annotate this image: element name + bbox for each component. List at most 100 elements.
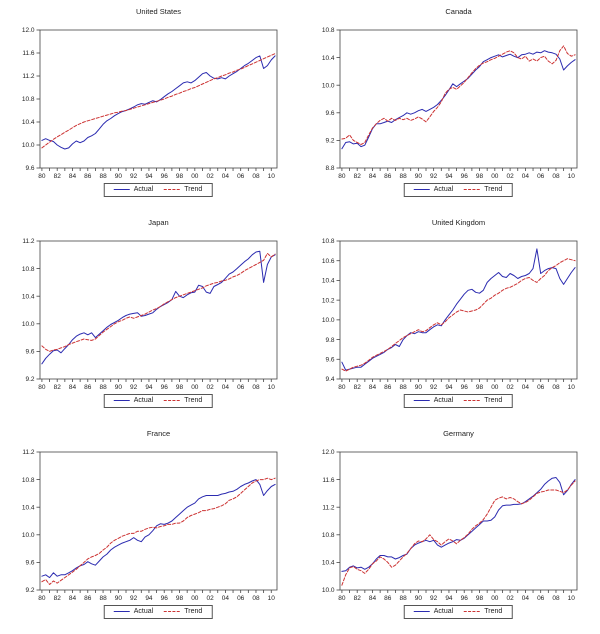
actual-line-sample [413,400,430,401]
x-tick-label: 98 [476,384,484,391]
y-tick-label: 9.6 [325,110,334,117]
y-tick-label: 8.8 [325,165,334,172]
x-tick-label: 04 [522,173,530,180]
x-tick-label: 88 [99,595,107,602]
legend-actual-label: Actual [133,608,154,615]
legend-item-actual: Actual [113,397,153,404]
x-tick-label: 96 [461,595,469,602]
legend-item-trend: Trend [464,397,502,404]
x-tick-label: 88 [399,384,407,391]
x-tick-label: 92 [430,173,438,180]
legend-item-actual: Actual [113,186,153,193]
y-tick-label: 9.6 [25,560,34,567]
x-tick-label: 02 [206,595,214,602]
legend-actual-label: Actual [433,397,454,404]
y-tick-label: 10.0 [322,587,335,594]
legend-item-trend: Trend [164,608,202,615]
series-trend-line [341,45,576,145]
x-tick-label: 92 [130,595,138,602]
y-tick-label: 10.0 [322,82,335,89]
series-actual-line [41,479,276,579]
x-tick-label: 80 [338,595,346,602]
x-tick-label: 94 [445,384,453,391]
x-tick-label: 10 [268,595,276,602]
trend-line-sample [464,400,481,401]
x-tick-label: 02 [506,595,514,602]
x-tick-label: 04 [522,384,530,391]
x-tick-label: 10 [568,173,576,180]
y-tick-label: 9.6 [25,349,34,356]
x-tick-label: 04 [222,595,230,602]
legend-trend-label: Trend [184,186,203,193]
x-tick-label: 04 [222,384,230,391]
x-tick-label: 92 [130,384,138,391]
x-tick-label: 84 [69,173,77,180]
x-tick-label: 10 [268,173,276,180]
y-tick-label: 10.8 [22,96,35,103]
y-tick-label: 9.2 [25,587,34,594]
x-tick-label: 90 [115,384,123,391]
x-tick-label: 96 [461,384,469,391]
x-tick-label: 08 [552,173,560,180]
chart-title: Japan [148,218,169,227]
chart-title: Germany [443,429,474,438]
x-tick-label: 80 [38,384,46,391]
x-tick-label: 08 [252,173,260,180]
y-tick-label: 10.4 [22,293,35,300]
x-tick-label: 00 [191,173,199,180]
x-tick-label: 84 [369,173,377,180]
x-tick-label: 02 [506,384,514,391]
y-tick-label: 10.8 [22,266,35,273]
united-states-plot: 9.6 10.0 10.4 10.8 11.2 11.6 12.0 80 82 84 86 88 90 9… [22,27,278,180]
y-tick-label: 12.0 [22,27,35,34]
x-tick-label: 00 [191,595,199,602]
actual-line-sample [113,611,130,612]
y-tick-label: 10.0 [22,142,35,149]
legend-item-actual: Actual [113,608,154,615]
x-tick-label: 90 [415,173,423,180]
x-tick-label: 96 [161,173,169,180]
x-tick-label: 06 [237,173,245,180]
legend-item-trend: Trend [464,608,502,615]
series-trend-line [341,480,576,586]
y-tick-label: 10.4 [322,560,335,567]
plot-frame [39,240,278,380]
y-tick-label: 9.6 [325,356,334,363]
x-tick-label: 04 [522,595,530,602]
x-tick-label: 96 [161,384,169,391]
legend-trend-label: Trend [184,608,203,615]
legend: Actual Trend [403,183,513,197]
y-tick-label: 10.6 [322,258,335,265]
y-tick-label: 9.2 [325,138,334,145]
legend-item-trend: Trend [464,186,502,193]
y-tick-label: 10.4 [322,55,335,62]
chart-panel-japan: Japan 9.2 9.6 10.0 10.4 10.8 11.2 80 82 84 86 88 90… [0,211,300,422]
y-tick-label: 11.2 [322,504,335,511]
united-kingdom-plot: 9.4 9.6 9.8 10.0 10.2 10.4 10.6 10.8 80 82 84 86 88 9… [322,238,578,391]
legend-item-trend: Trend [164,186,202,193]
x-tick-label: 80 [38,173,46,180]
actual-line-sample [413,611,430,612]
x-tick-label: 00 [491,595,499,602]
x-tick-label: 88 [399,595,407,602]
x-tick-label: 04 [222,173,230,180]
x-tick-label: 00 [491,173,499,180]
x-tick-label: 84 [69,595,77,602]
x-tick-label: 86 [84,173,92,180]
plot-frame [339,29,578,169]
x-tick-label: 82 [354,384,362,391]
x-tick-label: 86 [384,595,392,602]
legend-item-trend: Trend [164,397,202,404]
actual-line-sample [413,189,430,190]
x-tick-label: 94 [445,173,453,180]
x-tick-label: 02 [506,173,514,180]
x-tick-label: 84 [369,595,377,602]
x-tick-label: 94 [145,595,153,602]
legend-item-actual: Actual [413,186,453,193]
x-tick-label: 84 [369,384,377,391]
y-tick-label: 11.2 [22,73,35,80]
legend: Actual Trend [103,605,213,619]
trend-line-sample [164,189,181,190]
y-tick-label: 11.2 [22,449,35,456]
